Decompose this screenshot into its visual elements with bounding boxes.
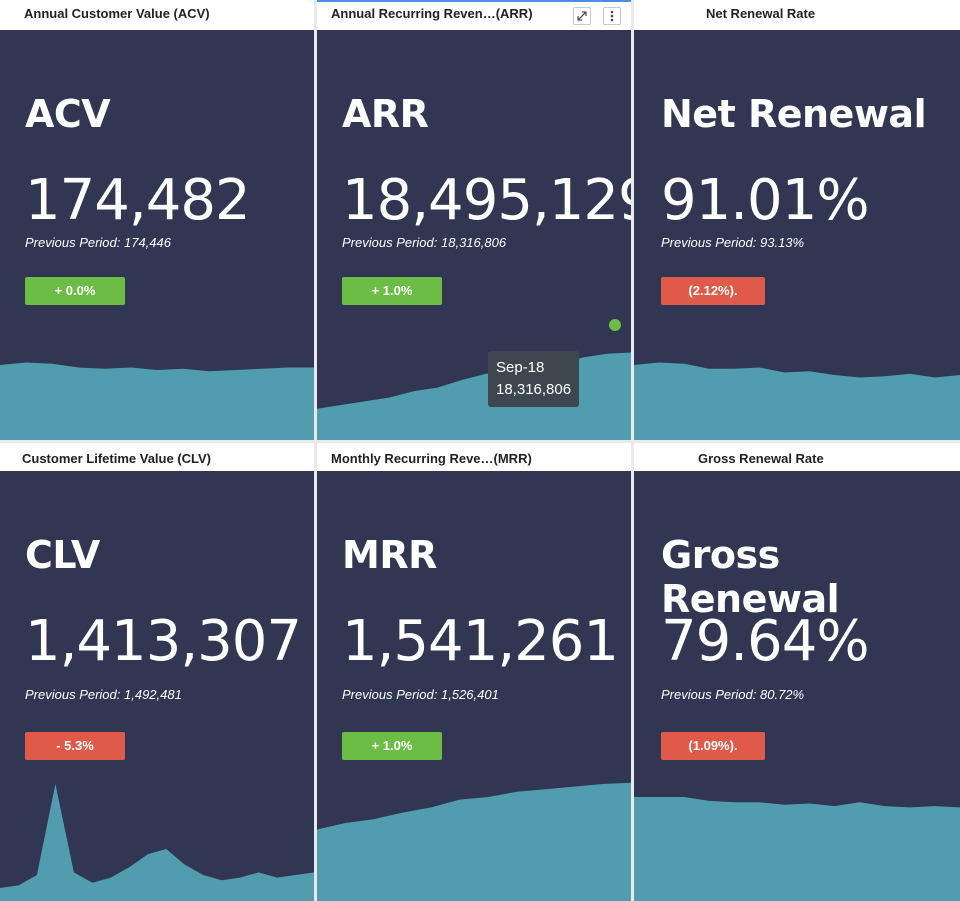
kpi-value: 1,413,307: [25, 609, 302, 674]
tile-title: Annual Customer Value (ACV): [24, 6, 210, 21]
change-badge: + 0.0%: [25, 277, 125, 305]
sparkline-fill: [634, 797, 960, 901]
tile-title: Monthly Recurring Reve…(MRR): [331, 451, 532, 466]
sparkline-area: [0, 784, 314, 901]
tile-header: Customer Lifetime Value (CLV): [0, 443, 314, 473]
tile-header: Gross Renewal Rate: [634, 443, 960, 473]
tile-header: Annual Customer Value (ACV): [0, 0, 314, 30]
sparkline-area: [317, 782, 631, 901]
change-badge: (1.09%).: [661, 732, 765, 760]
previous-period: Previous Period: 174,446: [25, 235, 171, 250]
previous-period: Previous Period: 1,526,401: [342, 687, 499, 702]
kpi-value: 91.01%: [661, 168, 870, 233]
change-badge: + 1.0%: [342, 277, 442, 305]
kpi-value: 79.64%: [661, 609, 870, 674]
tooltip-date: Sep-18: [496, 359, 545, 376]
expand-icon[interactable]: [573, 7, 591, 25]
tile-title: Gross Renewal Rate: [698, 451, 824, 466]
tile-header: Net Renewal Rate: [634, 0, 960, 30]
chart-tooltip: Sep-18 18,316,806: [488, 351, 580, 407]
grid-divider: [314, 0, 317, 901]
tooltip-value: 18,316,806: [496, 381, 572, 398]
kpi-label: Net Renewal: [661, 92, 927, 136]
tile-clv[interactable]: Customer Lifetime Value (CLV) CLV 1,413,…: [0, 443, 314, 901]
grid-divider: [0, 440, 960, 443]
kpi-panel: Gross Renewal 79.64% Previous Period: 80…: [634, 471, 960, 901]
tile-net-renewal[interactable]: Net Renewal Rate Net Renewal 91.01% Prev…: [634, 0, 960, 440]
kpi-value: 174,482: [25, 168, 251, 233]
kpi-panel: MRR 1,541,261 Previous Period: 1,526,401…: [317, 471, 631, 901]
kpi-label: CLV: [25, 533, 100, 577]
sparkline-fill: [0, 784, 314, 901]
sparkline-fill: [634, 362, 960, 440]
sparkline-fill: [0, 362, 314, 440]
previous-period: Previous Period: 1,492,481: [25, 687, 182, 702]
previous-period: Previous Period: 93.13%: [661, 235, 805, 250]
change-badge: (2.12%).: [661, 277, 765, 305]
sparkline-fill: [317, 352, 631, 440]
previous-period: Previous Period: 18,316,806: [342, 235, 507, 250]
tile-header: Monthly Recurring Reve…(MRR): [317, 443, 631, 473]
tile-arr[interactable]: Annual Recurring Reven…(ARR) ARR 18,495,…: [315, 0, 633, 442]
kpi-panel: Net Renewal 91.01% Previous Period: 93.1…: [634, 30, 960, 440]
tile-title: Net Renewal Rate: [706, 6, 816, 21]
tile-gross-renewal[interactable]: Gross Renewal Rate Gross Renewal 79.64% …: [634, 443, 960, 901]
sparkline-area: [634, 797, 960, 901]
tile-title: Annual Recurring Reven…(ARR): [331, 6, 533, 21]
kpi-value: 18,495,129: [342, 168, 631, 233]
kpi-value: 1,541,261: [342, 609, 619, 674]
tile-acv[interactable]: Annual Customer Value (ACV) ACV 174,482 …: [0, 0, 314, 440]
kpi-label: Gross Renewal: [661, 533, 840, 621]
previous-period: Previous Period: 80.72%: [661, 687, 805, 702]
kpi-panel: ARR 18,495,129 Previous Period: 18,316,8…: [317, 30, 631, 440]
kpi-label: MRR: [342, 533, 437, 577]
more-vertical-icon[interactable]: [603, 7, 621, 25]
kpi-panel: CLV 1,413,307 Previous Period: 1,492,481…: [0, 471, 314, 901]
grid-divider: [631, 0, 634, 901]
sparkline-area[interactable]: [317, 315, 631, 440]
sparkline-area: [634, 362, 960, 440]
sparkline-area: [0, 362, 314, 440]
hover-point[interactable]: [609, 319, 621, 331]
tile-header: Annual Recurring Reven…(ARR): [317, 0, 631, 30]
change-badge: + 1.0%: [342, 732, 442, 760]
change-badge: - 5.3%: [25, 732, 125, 760]
kpi-panel: ACV 174,482 Previous Period: 174,446 + 0…: [0, 30, 314, 440]
sparkline-fill: [317, 782, 631, 901]
tile-title: Customer Lifetime Value (CLV): [22, 451, 212, 466]
kpi-label: ACV: [25, 92, 111, 136]
tile-mrr[interactable]: Monthly Recurring Reve…(MRR) MRR 1,541,2…: [317, 443, 631, 901]
kpi-label: ARR: [342, 92, 429, 136]
